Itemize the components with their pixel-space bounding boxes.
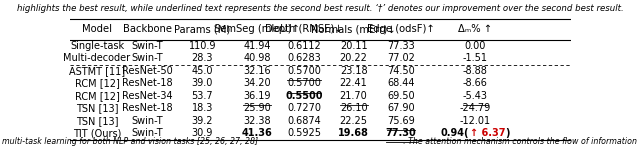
Text: Swin-T: Swin-T xyxy=(131,128,163,138)
Text: Backbone: Backbone xyxy=(123,24,172,34)
Text: 22.25: 22.25 xyxy=(340,116,367,126)
Text: 21.70: 21.70 xyxy=(340,91,367,101)
Text: 41.94: 41.94 xyxy=(244,41,271,51)
Text: 110.9: 110.9 xyxy=(189,41,216,51)
Text: TSN [13]: TSN [13] xyxy=(76,103,118,113)
Text: highlights the best result, while underlined text represents the second best res: highlights the best result, while underl… xyxy=(17,4,623,13)
Text: ResNet-50: ResNet-50 xyxy=(122,66,173,76)
Text: Swin-T: Swin-T xyxy=(131,53,163,63)
Text: 30.9: 30.9 xyxy=(191,128,213,138)
Text: -8.66: -8.66 xyxy=(463,78,488,88)
Text: -12.01: -12.01 xyxy=(460,116,491,126)
Text: 67.90: 67.90 xyxy=(387,103,415,113)
Text: Model: Model xyxy=(82,24,112,34)
Text: 20.22: 20.22 xyxy=(340,53,367,63)
Text: 77.33: 77.33 xyxy=(387,41,415,51)
Text: 77.30: 77.30 xyxy=(386,128,417,138)
Text: 32.38: 32.38 xyxy=(244,116,271,126)
Text: ): ) xyxy=(506,128,510,138)
Text: -1.51: -1.51 xyxy=(463,53,488,63)
Text: 0.00: 0.00 xyxy=(465,41,486,51)
Text: 0.7270: 0.7270 xyxy=(287,103,321,113)
Text: 18.3: 18.3 xyxy=(191,103,213,113)
Text: Normals (mErr)↓: Normals (mErr)↓ xyxy=(311,24,396,34)
Text: 0.5500: 0.5500 xyxy=(285,91,323,101)
Text: ResNet-18: ResNet-18 xyxy=(122,103,172,113)
Text: 40.98: 40.98 xyxy=(244,53,271,63)
Text: 41.36: 41.36 xyxy=(242,128,273,138)
Text: Edge (odsF)↑: Edge (odsF)↑ xyxy=(367,24,435,34)
Text: 32.16: 32.16 xyxy=(244,66,271,76)
Text: 19.68: 19.68 xyxy=(338,128,369,138)
Text: ASTMT [11]: ASTMT [11] xyxy=(69,66,125,76)
Text: RCM [12]: RCM [12] xyxy=(75,78,120,88)
Text: 75.69: 75.69 xyxy=(387,116,415,126)
Text: -24.79: -24.79 xyxy=(460,103,491,113)
Text: 0.6874: 0.6874 xyxy=(287,116,321,126)
Text: ResNet-34: ResNet-34 xyxy=(122,91,172,101)
Text: SemSeg (mIoU)↑: SemSeg (mIoU)↑ xyxy=(214,24,300,34)
Text: 34.20: 34.20 xyxy=(244,78,271,88)
Text: 0.5700: 0.5700 xyxy=(287,66,321,76)
Text: 22.41: 22.41 xyxy=(340,78,367,88)
Text: RCM [12]: RCM [12] xyxy=(75,91,120,101)
Text: 26.10: 26.10 xyxy=(340,103,367,113)
Text: 74.50: 74.50 xyxy=(387,66,415,76)
Text: Single-task: Single-task xyxy=(70,41,124,51)
Text: ↑ 6.37: ↑ 6.37 xyxy=(470,128,505,138)
Text: 39.0: 39.0 xyxy=(191,78,213,88)
Text: -8.88: -8.88 xyxy=(463,66,488,76)
Text: multi-task learning for both NLP and vision tasks [25, 26, 27, 28]              : multi-task learning for both NLP and vis… xyxy=(3,137,637,146)
Text: TIT (Ours): TIT (Ours) xyxy=(73,128,121,138)
Text: 0.6283: 0.6283 xyxy=(287,53,321,63)
Text: 39.2: 39.2 xyxy=(191,116,213,126)
Text: 28.3: 28.3 xyxy=(191,53,213,63)
Text: 77.02: 77.02 xyxy=(387,53,415,63)
Text: Swin-T: Swin-T xyxy=(131,41,163,51)
Text: -5.43: -5.43 xyxy=(463,91,488,101)
Text: 53.7: 53.7 xyxy=(191,91,213,101)
Text: Depth (RMSE)↓: Depth (RMSE)↓ xyxy=(265,24,343,34)
Text: Multi-decoder: Multi-decoder xyxy=(63,53,131,63)
Text: 68.44: 68.44 xyxy=(387,78,415,88)
Text: 36.19: 36.19 xyxy=(244,91,271,101)
Text: 0.5700: 0.5700 xyxy=(287,78,321,88)
Text: 0.94(: 0.94( xyxy=(441,128,469,138)
Text: Swin-T: Swin-T xyxy=(131,116,163,126)
Text: 25.90: 25.90 xyxy=(243,103,271,113)
Text: 45.0: 45.0 xyxy=(191,66,213,76)
Text: Params (M): Params (M) xyxy=(174,24,230,34)
Text: 0.5925: 0.5925 xyxy=(287,128,321,138)
Text: 69.50: 69.50 xyxy=(387,91,415,101)
Text: 20.11: 20.11 xyxy=(340,41,367,51)
Text: TSN [13]: TSN [13] xyxy=(76,116,118,126)
Text: Δₘ% ↑: Δₘ% ↑ xyxy=(458,24,492,34)
Text: ResNet-18: ResNet-18 xyxy=(122,78,172,88)
Text: 23.18: 23.18 xyxy=(340,66,367,76)
Text: 0.6112: 0.6112 xyxy=(287,41,321,51)
